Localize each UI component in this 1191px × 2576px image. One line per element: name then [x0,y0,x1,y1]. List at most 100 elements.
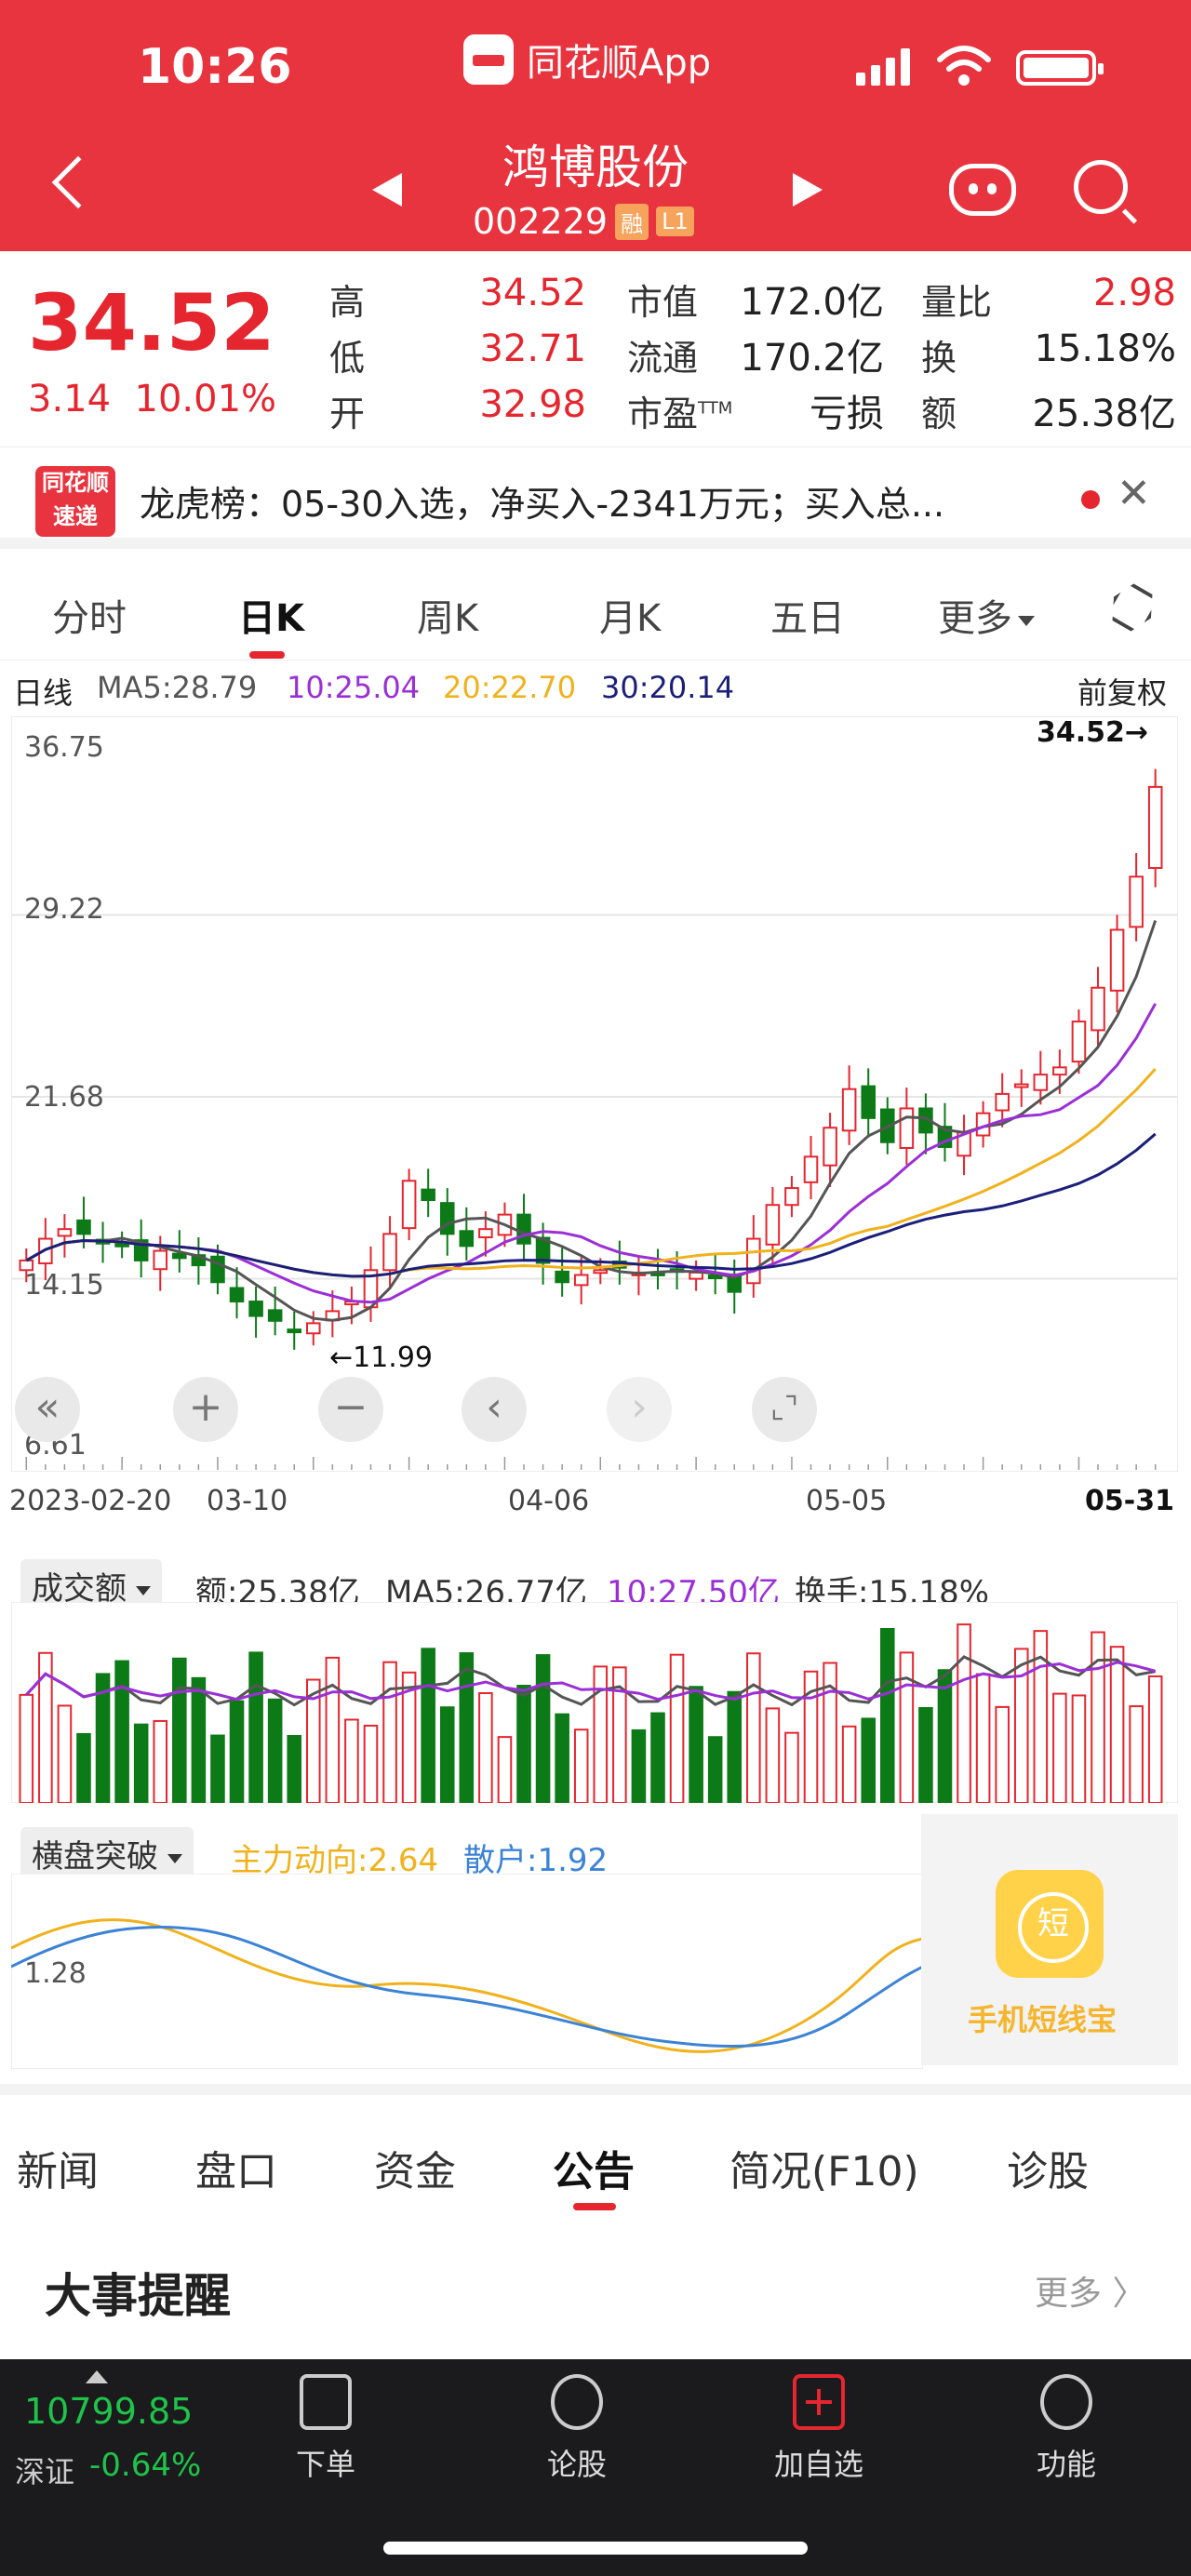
candle-body [1109,928,1125,992]
ma10-value: 10:25.04 [287,670,421,705]
index-value[interactable]: 10799.85 [24,2391,194,2432]
app-switcher[interactable]: 同花顺App [463,33,711,86]
tab-news[interactable]: 新闻 [17,2148,99,2196]
volume-bar [267,1698,283,1803]
search-icon[interactable] [1074,160,1128,214]
expand-icon[interactable] [86,2370,108,2383]
y-label-4: 14.15 [24,1269,104,1301]
low-price-marker: ←11.99 [329,1341,434,1374]
volume-bar [248,1651,263,1803]
volume-bar [191,1676,207,1803]
candle-body [593,1269,609,1275]
volume-bar [1147,1675,1163,1803]
fullscreen-button[interactable]: ⌞⌝ [752,1377,817,1442]
nav-order[interactable]: 下单 [251,2374,400,2484]
candle-body [689,1271,703,1280]
candle-body [707,1274,723,1279]
candle-body [803,1155,819,1183]
volume-bar [650,1712,665,1803]
volume-ma5-line [25,1655,1156,1707]
prev-stock-icon[interactable] [372,173,402,207]
candle-body [401,1180,417,1230]
candle-body [57,1228,73,1237]
volume-chart[interactable] [11,1602,1178,1803]
current-price: 34.52 [28,277,275,368]
volume-bar [459,1652,475,1803]
volume-bar [344,1718,359,1803]
short-line-promo[interactable]: 手机短线宝 [921,1814,1178,2065]
candle-body [439,1202,455,1235]
volume-bar [516,1685,531,1803]
volume-bar [1129,1705,1144,1803]
zoom-out-all-button[interactable]: « [15,1377,80,1442]
market-cap-label: 市值 [627,282,699,323]
tab-funds[interactable]: 资金 [374,2148,456,2196]
nav-forum[interactable]: 论股 [502,2374,651,2484]
volume-bar [535,1654,551,1803]
robot-assistant-icon[interactable] [949,164,1016,216]
tab-five-day[interactable]: 五日 [770,597,845,640]
index-name: 深证 [15,2454,75,2489]
news-text[interactable]: 龙虎榜：05-30入选，净买入-2341万元；买入总... [140,484,945,525]
caret-down-icon [1018,615,1035,626]
candle-body [516,1213,531,1245]
candle-body [1013,1083,1029,1088]
zoom-in-button[interactable]: + [173,1377,238,1442]
events-title: 大事提醒 [45,2269,231,2323]
zoom-out-button[interactable]: − [318,1377,383,1442]
close-icon[interactable]: ✕ [1117,470,1151,517]
x-label-0: 2023-02-20 [9,1485,172,1517]
tab-announcements[interactable]: 公告 [553,2148,635,2196]
home-indicator [383,2542,808,2555]
tab-weekly-k[interactable]: 周K [417,597,479,640]
scroll-left-button[interactable]: ‹ [462,1377,527,1442]
volume-bar [899,1651,915,1803]
nav-add-watchlist[interactable]: 加自选 [744,2374,893,2484]
tab-profile[interactable]: 简况(F10) [729,2148,919,2196]
x-label-3: 05-05 [806,1485,888,1517]
volume-bar [497,1736,513,1803]
candle-body [1033,1074,1049,1091]
candle-body [421,1188,435,1202]
unread-dot [1081,490,1100,509]
indicator-selector[interactable]: 横盘突破 [20,1827,194,1880]
events-more-link[interactable]: 更多 〉 [1035,2275,1146,2313]
x-label-2: 04-06 [508,1485,590,1517]
amount-label: 额 [921,394,957,434]
volume-bar [861,1717,877,1803]
candle-body [1129,875,1144,928]
scroll-right-button[interactable]: › [607,1377,672,1442]
volume-bar [573,1728,589,1803]
tab-order-book[interactable]: 盘口 [195,2148,277,2196]
tab-more[interactable]: 更多 [938,588,1035,642]
indicator-chart[interactable] [11,1874,923,2069]
open-label: 开 [329,394,366,434]
float-cap-value: 170.2亿 [740,337,884,380]
volume-bar [823,1662,837,1803]
y-label-3: 21.68 [24,1081,104,1114]
candle-body [1052,1066,1067,1076]
next-stock-icon[interactable] [793,173,823,207]
menu-icon [1040,2374,1092,2430]
high-value: 34.52 [479,272,586,314]
nav-functions[interactable]: 功能 [992,2374,1141,2484]
volume-bar [325,1656,341,1803]
volume-bar [669,1653,685,1803]
tab-monthly-k[interactable]: 月K [599,597,662,640]
kline-chart[interactable] [11,716,1178,1472]
price-adjust-toggle[interactable]: 前复权 [1077,675,1168,711]
app-header: 10:26 同花顺App 鸿博股份 002229 融 L1 [0,0,1191,251]
volume-bar [1013,1648,1029,1803]
quote-panel: 34.52 3.14 10.01% 高 34.52 市值 172.0亿 量比 2… [0,251,1191,447]
stock-name: 鸿博股份 [502,140,689,194]
tab-diagnosis[interactable]: 诊股 [1007,2148,1089,2196]
margin-tag: 融 [615,203,649,240]
tab-daily-k[interactable]: 日K [238,597,304,640]
open-value: 32.98 [479,383,586,426]
news-ticker[interactable]: 同花顺 速递 龙虎榜：05-30入选，净买入-2341万元；买入总... ✕ [0,447,1191,549]
candle-body [153,1249,168,1271]
tab-intraday[interactable]: 分时 [52,597,127,640]
ma5-value: MA5:28.79 [97,670,258,705]
candle-body [841,1088,857,1132]
volume-bar [439,1706,455,1803]
